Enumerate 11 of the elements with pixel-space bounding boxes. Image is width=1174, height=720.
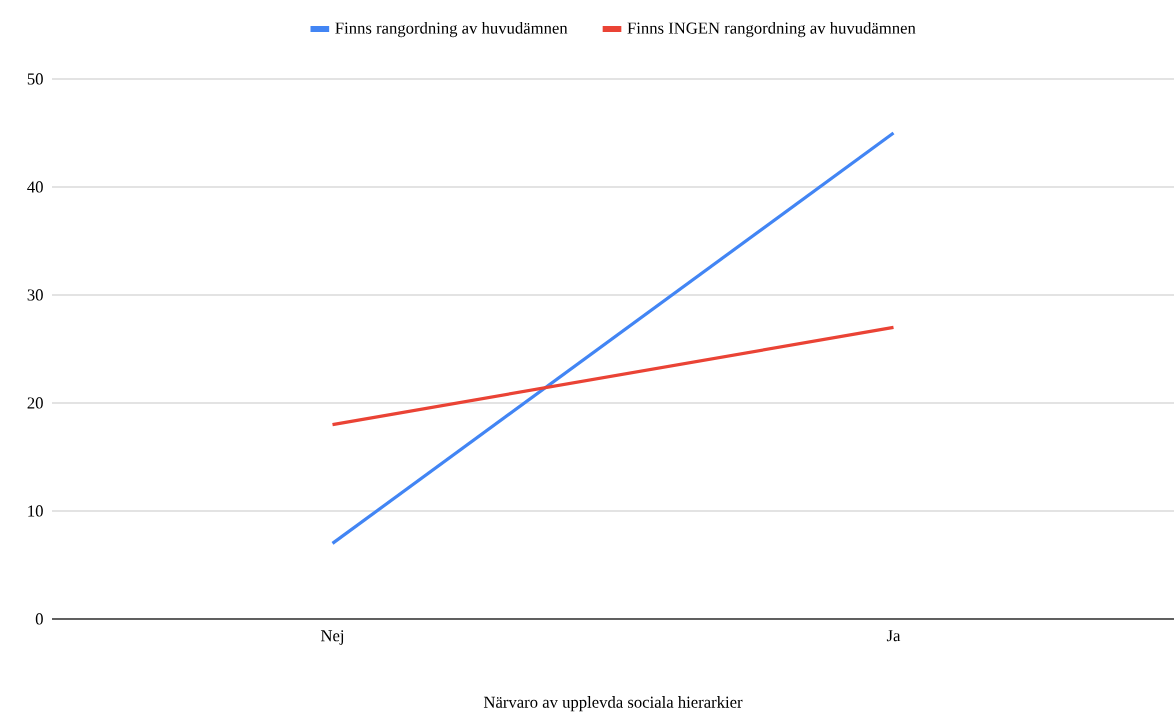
- y-tick-label: 40: [27, 181, 43, 193]
- x-tick-label: Nej: [320, 630, 344, 645]
- x-tick-label: Ja: [886, 630, 901, 642]
- y-tick-label: 50: [27, 73, 43, 85]
- y-tick-label: 10: [28, 505, 43, 517]
- x-axis-title: Närvaro av upplevda sociala hierarkier: [483, 696, 743, 712]
- y-tick-label: 30: [27, 289, 43, 301]
- y-tick-label: 20: [27, 397, 43, 409]
- y-tick-label: 0: [35, 613, 43, 625]
- legend-label: Finns rangordning av huvudämnen: [335, 21, 568, 38]
- legend-label: Finns INGEN rangordning av huvudämnen: [627, 21, 916, 38]
